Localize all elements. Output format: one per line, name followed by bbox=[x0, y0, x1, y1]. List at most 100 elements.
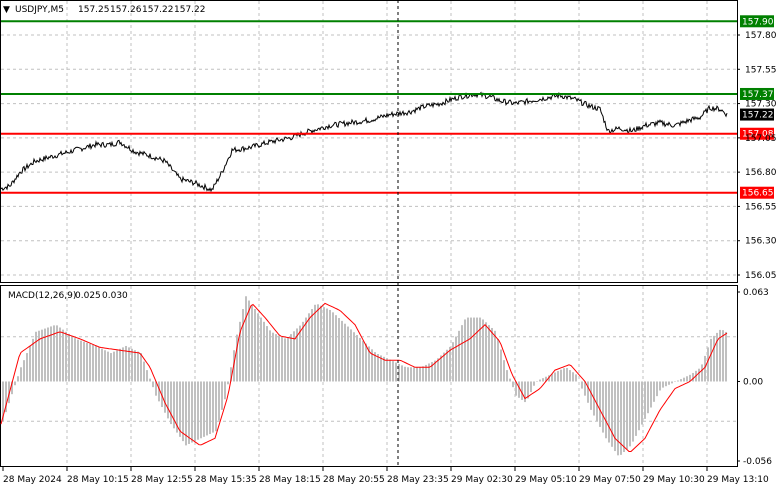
macd-histogram-bar bbox=[722, 330, 724, 382]
macd-histogram-bar bbox=[701, 364, 703, 382]
macd-histogram-bar bbox=[425, 364, 427, 382]
level-tag bbox=[740, 108, 774, 121]
macd-histogram-bar bbox=[464, 319, 466, 382]
price-tick-label: 157.30 bbox=[745, 100, 777, 110]
macd-histogram-bar bbox=[503, 360, 505, 382]
macd-histogram-bar bbox=[416, 367, 418, 382]
macd-histogram-bar bbox=[56, 325, 58, 382]
macd-histogram-bar bbox=[542, 378, 544, 382]
macd-histogram-bar bbox=[170, 381, 172, 425]
macd-histogram-bar bbox=[710, 338, 712, 382]
macd-histogram-bar bbox=[515, 381, 517, 396]
macd-histogram-bar bbox=[272, 332, 274, 382]
macd-histogram-bar bbox=[398, 363, 400, 382]
macd-main-value: 0.025 bbox=[75, 291, 101, 301]
macd-histogram-bar bbox=[431, 362, 433, 382]
macd-tick-label: -0.056 bbox=[743, 457, 772, 467]
time-tick-label: 28 May 18:15 bbox=[259, 475, 321, 485]
macd-histogram-bar bbox=[209, 381, 211, 435]
macd-histogram-bar bbox=[305, 317, 307, 382]
macd-histogram-bar bbox=[44, 328, 46, 382]
price-line bbox=[0, 91, 728, 193]
macd-histogram-bar bbox=[47, 327, 49, 382]
macd-histogram-bar bbox=[20, 367, 22, 382]
macd-histogram-bar bbox=[239, 321, 241, 382]
macd-histogram-bar bbox=[158, 381, 160, 402]
macd-histogram-bar bbox=[263, 321, 265, 382]
macd-histogram-bar bbox=[224, 381, 226, 400]
macd-histogram-bar bbox=[2, 381, 4, 422]
macd-histogram-bar bbox=[410, 367, 412, 382]
macd-histogram-bar bbox=[32, 338, 34, 382]
price-series bbox=[0, 91, 728, 193]
macd-histogram-bar bbox=[5, 381, 7, 413]
time-tick-label: 29 May 02:30 bbox=[451, 475, 513, 485]
macd-histogram-bar bbox=[605, 381, 607, 439]
macd-histogram-bar bbox=[164, 381, 166, 413]
symbol-dropdown-icon[interactable]: ▼ bbox=[3, 5, 10, 15]
macd-histogram-bar bbox=[662, 381, 664, 388]
macd-histogram-bar bbox=[50, 326, 52, 382]
macd-histogram-bar bbox=[413, 367, 415, 382]
price-tick-label: 157.55 bbox=[745, 65, 777, 75]
macd-histogram-bar bbox=[71, 336, 73, 382]
level-tag bbox=[740, 87, 774, 100]
macd-histogram-bar bbox=[653, 381, 655, 402]
macd-histogram-bar bbox=[14, 381, 16, 386]
macd-histogram-bar bbox=[95, 345, 97, 382]
macd-histogram-bar bbox=[521, 381, 523, 400]
macd-histogram-bar bbox=[554, 372, 556, 382]
macd-histogram-bar bbox=[377, 354, 379, 382]
macd-histogram-bar bbox=[149, 378, 151, 382]
macd-histogram-bar bbox=[26, 353, 28, 382]
macd-histogram-bar bbox=[443, 352, 445, 382]
macd-histogram-bar bbox=[368, 346, 370, 382]
macd-histogram-bar bbox=[392, 361, 394, 382]
macd-histogram-bar bbox=[227, 381, 229, 385]
level-tag bbox=[740, 15, 774, 28]
macd-histogram-bar bbox=[161, 381, 163, 408]
macd-histogram-bar bbox=[86, 342, 88, 382]
macd-histogram-bar bbox=[533, 381, 535, 386]
macd-label: MACD(12,26,9) bbox=[8, 291, 76, 301]
macd-histogram-bar bbox=[215, 381, 217, 432]
macd-histogram-bar bbox=[65, 331, 67, 382]
macd-histogram-bar bbox=[485, 322, 487, 382]
macd-histogram-bar bbox=[266, 326, 268, 382]
price-tick-label: 157.05 bbox=[745, 134, 777, 144]
macd-histogram-bar bbox=[245, 296, 247, 382]
macd-histogram-bar bbox=[197, 381, 199, 440]
macd-histogram-bar bbox=[407, 367, 409, 382]
level-tag bbox=[740, 127, 774, 140]
macd-histogram-bar bbox=[191, 381, 193, 443]
price-tick-label: 156.30 bbox=[745, 237, 777, 247]
macd-histogram-bar bbox=[143, 361, 145, 382]
macd-histogram-bar bbox=[206, 381, 208, 436]
macd-histogram-bar bbox=[230, 367, 232, 382]
macd-histogram-bar bbox=[326, 308, 328, 382]
macd-histogram-bar bbox=[59, 327, 61, 382]
macd-tick-label: 0.063 bbox=[743, 288, 769, 298]
macd-histogram-bar bbox=[656, 381, 658, 397]
macd-histogram-bar bbox=[350, 329, 352, 382]
macd-histogram-bar bbox=[635, 381, 637, 436]
level-tag-label: 157.22 bbox=[742, 111, 774, 121]
macd-histogram-bar bbox=[122, 347, 124, 382]
macd-histogram-bar bbox=[371, 349, 373, 382]
price-tick-label: 157.80 bbox=[745, 31, 777, 41]
macd-histogram-bar bbox=[440, 355, 442, 382]
macd-histogram-bar bbox=[602, 381, 604, 433]
macd-histogram-bar bbox=[107, 351, 109, 382]
macd-histogram-bar bbox=[146, 370, 148, 382]
macd-histogram-bar bbox=[296, 328, 298, 382]
macd-histogram-bar bbox=[62, 329, 64, 382]
macd-histogram-bar bbox=[188, 381, 190, 444]
macd-axis: 0.063 0.00 -0.056 bbox=[737, 288, 772, 467]
macd-histogram-bar bbox=[500, 349, 502, 382]
macd-histogram-bar bbox=[488, 325, 490, 382]
level-tag-label: 157.08 bbox=[742, 130, 774, 140]
macd-histogram-bar bbox=[116, 350, 118, 382]
macd-histogram-bar bbox=[176, 381, 178, 433]
macd-histogram-bar bbox=[218, 381, 220, 421]
